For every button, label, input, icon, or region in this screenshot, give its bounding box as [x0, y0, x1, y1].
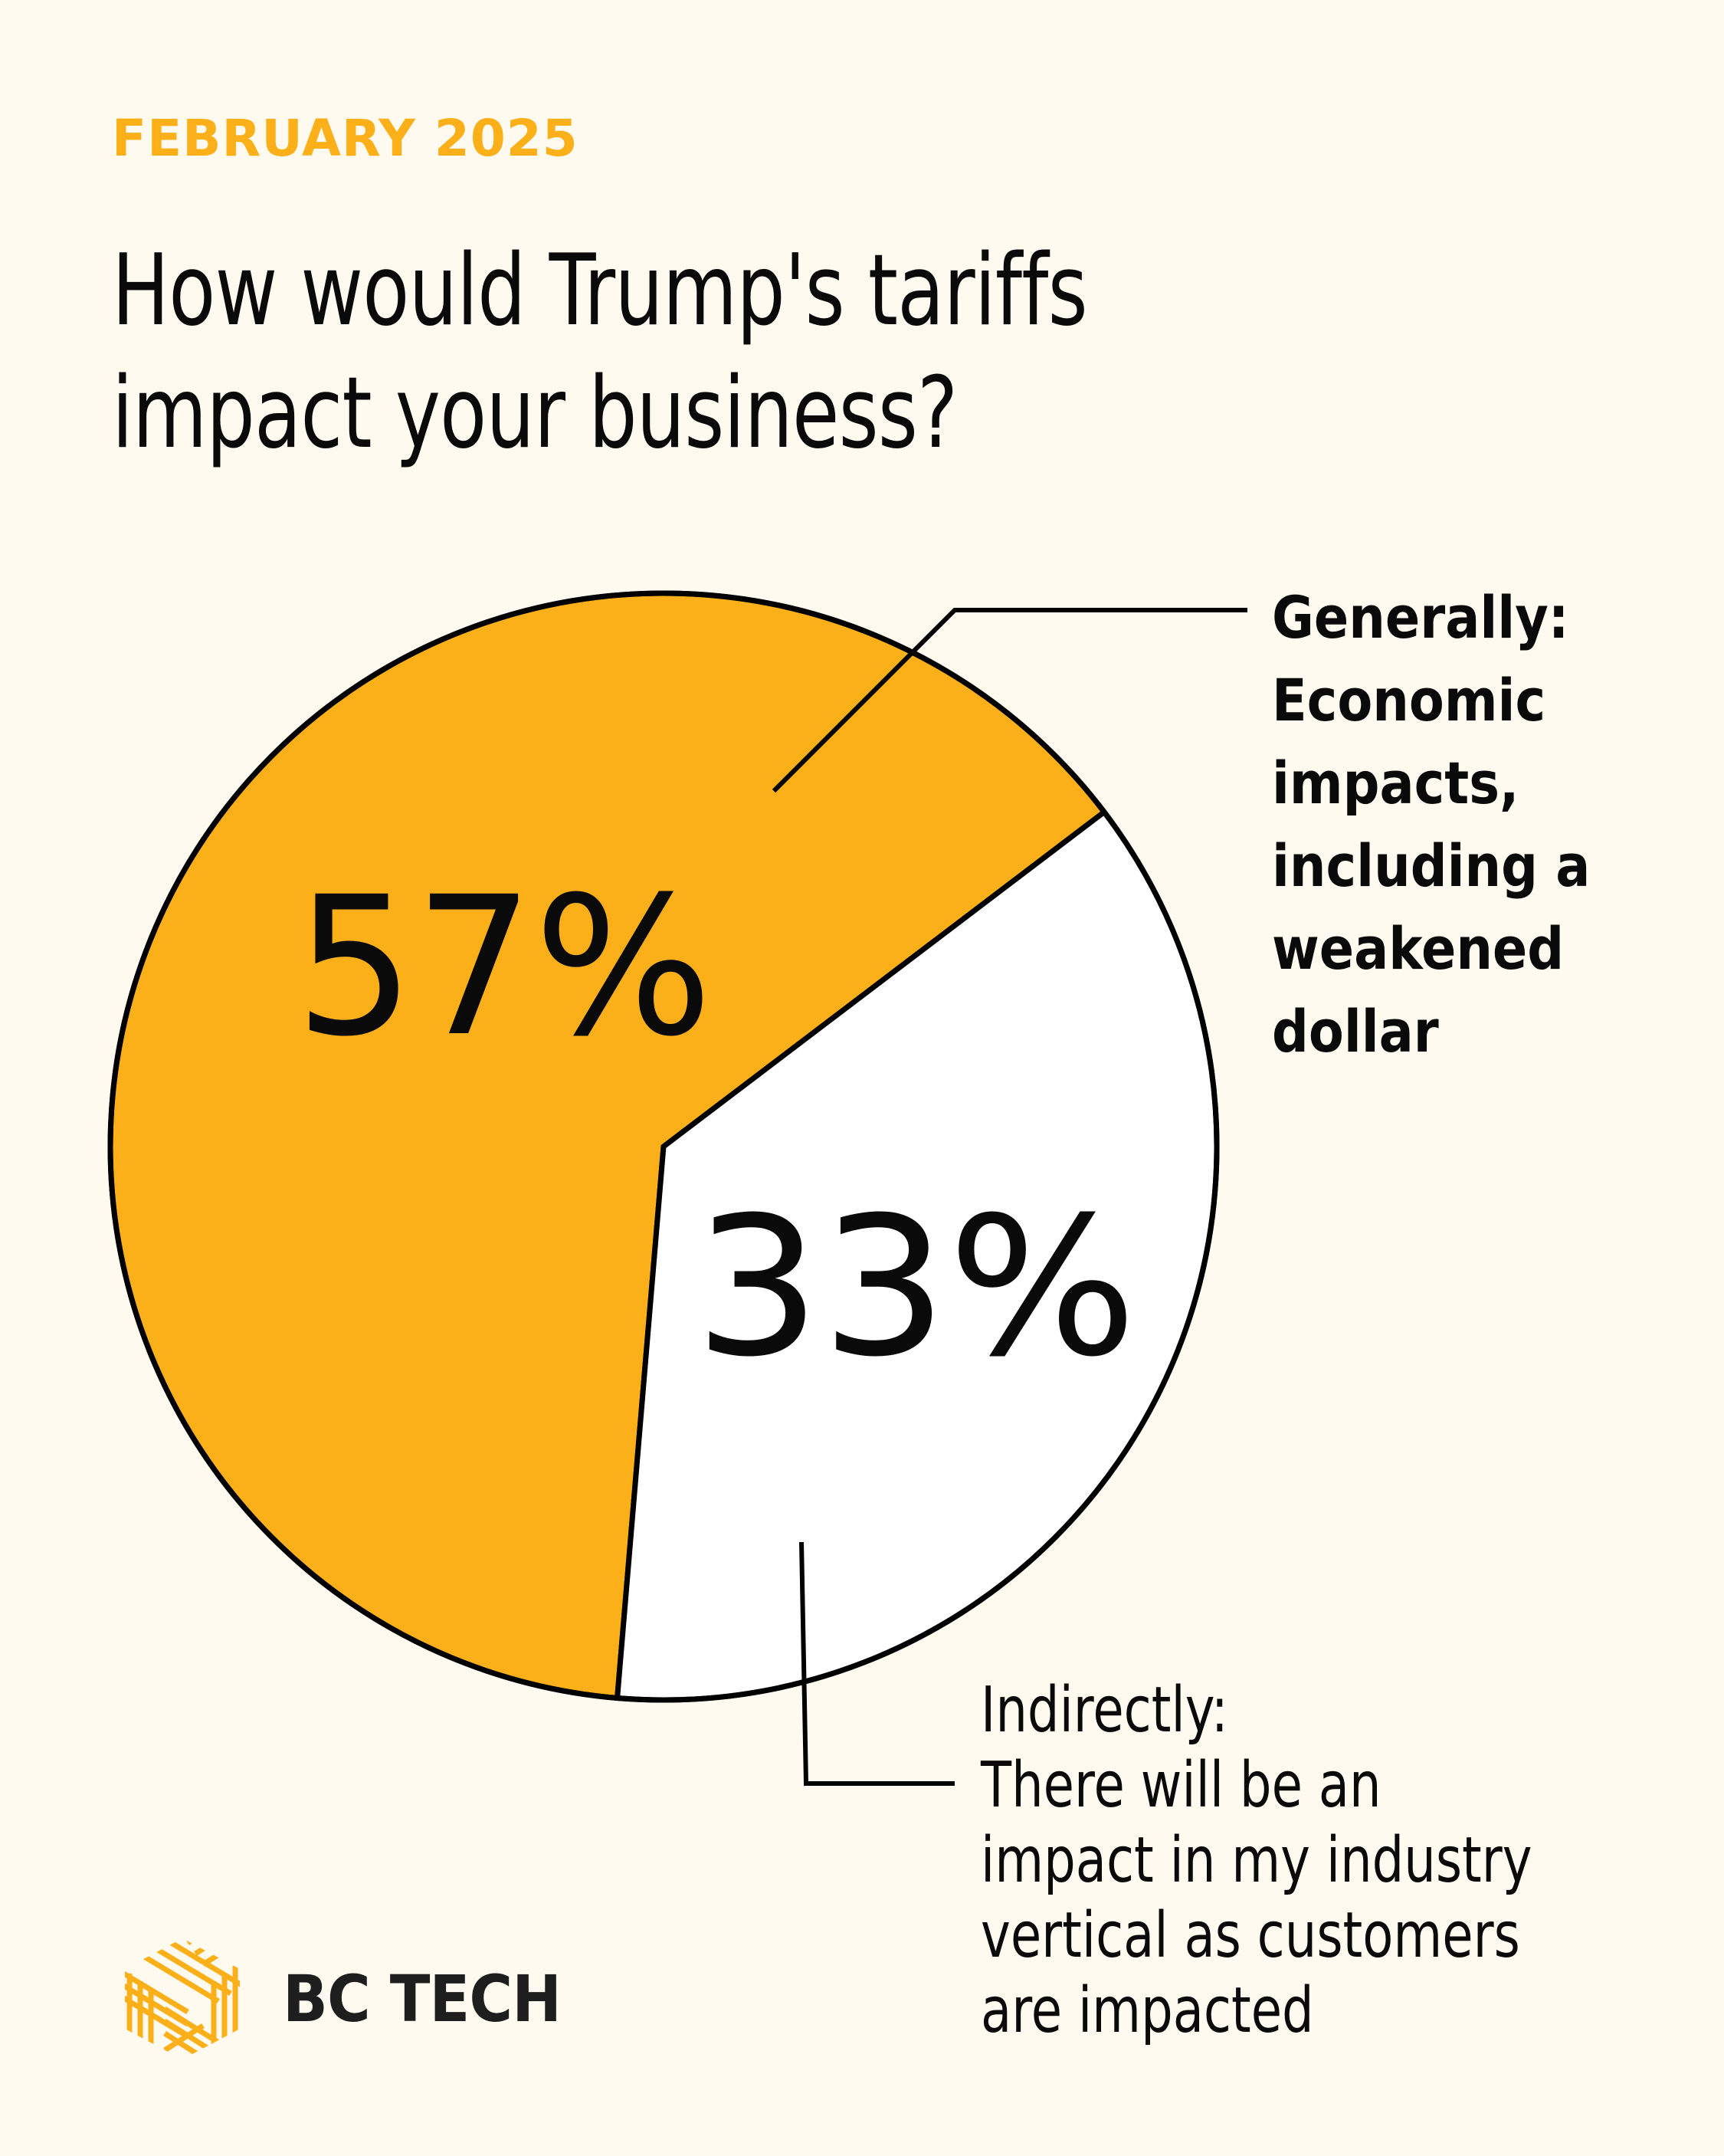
- label-line: impacts,: [1272, 749, 1519, 817]
- label-line: There will be an: [981, 1749, 1381, 1822]
- slice-label-indirectly: Indirectly: There will be an impact in m…: [981, 1673, 1532, 2049]
- woven-hexagon-logo-icon: [125, 1938, 240, 2059]
- leader-line-indirectly: [799, 1541, 955, 1786]
- label-line: Indirectly:: [981, 1674, 1228, 1747]
- pie-outline: [107, 590, 1220, 1703]
- label-line: Generally:: [1272, 583, 1569, 651]
- slice-value-label-indirectly: 33%: [694, 1176, 1137, 1399]
- label-line: weakened: [1272, 914, 1565, 983]
- slice-label-generally: Generally: Economic impacts, including a…: [1272, 576, 1590, 1073]
- brand-logo: BC TECH: [119, 1935, 585, 2062]
- chart-title: How would Trump's tariffs impact your bu…: [112, 230, 1486, 475]
- slice-value-label-generally: 57%: [295, 855, 713, 1078]
- title-line-2: impact your business?: [112, 356, 958, 471]
- label-line: are impacted: [981, 1974, 1314, 2047]
- label-line: Economic: [1272, 666, 1546, 734]
- label-line: dollar: [1272, 997, 1439, 1065]
- label-line: vertical as customers: [981, 1899, 1520, 1972]
- label-line: impact in my industry: [981, 1824, 1532, 1897]
- leader-line-generally: [772, 608, 1247, 793]
- title-line-1: How would Trump's tariffs: [112, 234, 1088, 348]
- brand-name: BC TECH: [283, 1961, 562, 2036]
- label-line: including a: [1272, 832, 1591, 900]
- date-label: FEBRUARY 2025: [112, 109, 578, 168]
